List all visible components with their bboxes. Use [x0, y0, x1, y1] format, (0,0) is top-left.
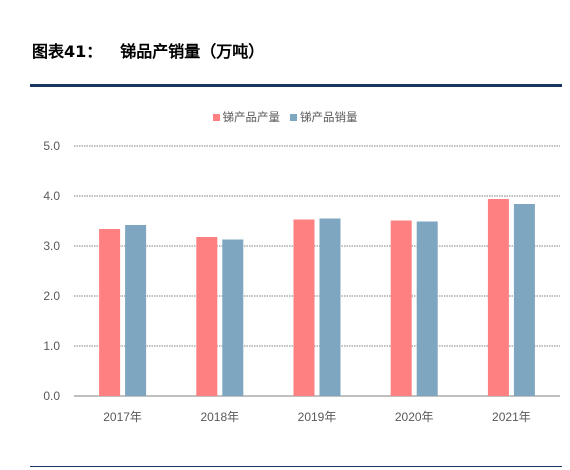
bar-production	[196, 237, 218, 396]
legend-item-sales: 锑产品销量	[290, 109, 358, 125]
x-tick-label: 2017年	[103, 410, 142, 424]
x-tick-labels: 2017年 2018年 2019年 2020年 2021年	[103, 410, 531, 424]
bar-production	[99, 229, 121, 396]
gridlines	[74, 145, 560, 397]
y-tick-label: 5.0	[43, 139, 60, 153]
x-tick-label: 2021年	[492, 410, 531, 424]
y-tick-labels: 0.0 1.0 2.0 3.0 4.0 5.0	[43, 139, 60, 403]
legend-swatch-production	[212, 113, 220, 121]
bar-production	[487, 199, 509, 396]
y-tick-label: 0.0	[43, 389, 60, 403]
y-tick-label: 4.0	[43, 189, 60, 203]
x-tick-label: 2019年	[298, 410, 337, 424]
bar-sales	[513, 204, 535, 396]
legend-item-production: 锑产品产量	[212, 109, 281, 125]
figure-title: 图表41： 锑品产销量（万吨）	[32, 38, 264, 62]
bar-sales	[416, 221, 438, 396]
bar-production	[293, 219, 315, 396]
legend-label-sales: 锑产品销量	[300, 110, 358, 124]
bottom-rule	[30, 466, 562, 467]
y-tick-label: 3.0	[43, 239, 60, 253]
y-tick-label: 1.0	[43, 339, 60, 353]
legend: 锑产品产量 锑产品销量	[0, 109, 570, 125]
figure-label: 图表41：	[32, 42, 103, 61]
x-tick-label: 2018年	[200, 410, 239, 424]
bar-sales	[319, 218, 341, 396]
x-tick-label: 2020年	[395, 410, 434, 424]
bars	[99, 199, 535, 396]
figure-title-text: 锑品产销量（万吨）	[120, 42, 265, 61]
bar-sales	[125, 225, 147, 396]
bar-sales	[222, 239, 244, 396]
legend-label-production: 锑产品产量	[222, 110, 281, 124]
y-tick-label: 2.0	[43, 289, 60, 303]
top-rule	[30, 84, 562, 87]
legend-swatch-sales	[290, 113, 297, 121]
bar-production	[390, 220, 412, 396]
